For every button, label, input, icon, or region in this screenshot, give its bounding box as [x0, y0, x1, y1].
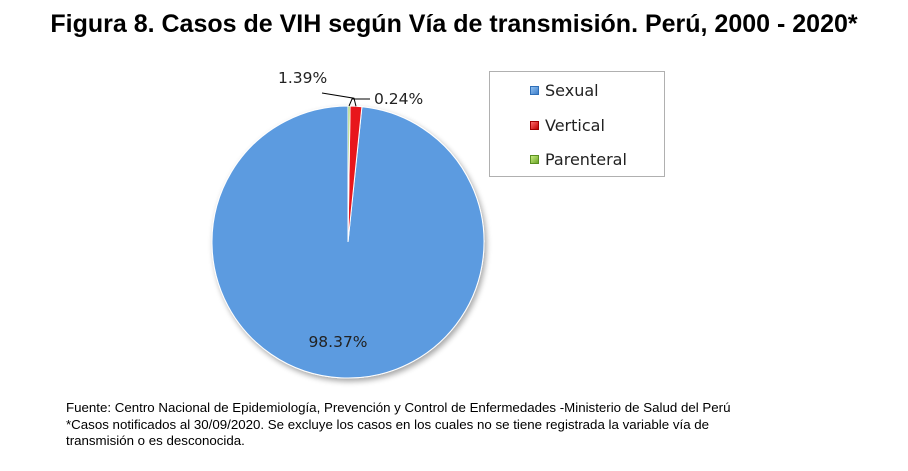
legend-swatch-parenteral	[530, 154, 539, 164]
legend-item-sexual: Sexual	[530, 80, 599, 100]
legend: Sexual Vertical Parenteral	[489, 71, 665, 177]
legend-swatch-sexual	[530, 85, 539, 95]
footnote-note: *Casos notificados al 30/09/2020. Se exc…	[66, 416, 710, 432]
legend-item-vertical: Vertical	[530, 115, 605, 135]
footnote: Fuente: Centro Nacional de Epidemiología…	[66, 400, 866, 450]
pie-chart: 98.37% 1.39% 0.24%	[211, 69, 485, 379]
legend-label: Sexual	[545, 80, 599, 100]
chart-title: Figura 8. Casos de VIH según Vía de tran…	[50, 10, 858, 38]
data-label-parenteral: 0.24%	[374, 90, 423, 108]
footnote-source: Fuente: Centro Nacional de Epidemiología…	[66, 400, 731, 415]
legend-label: Vertical	[545, 115, 605, 135]
data-label-sexual: 98.37%	[308, 333, 367, 351]
legend-item-parenteral: Parenteral	[530, 149, 627, 169]
data-label-vertical: 1.39%	[278, 69, 327, 87]
leader-line-parenteral	[348, 98, 370, 107]
legend-label: Parenteral	[545, 149, 627, 169]
footnote-note-cont: transmisión o es desconocida.	[66, 433, 245, 448]
leader-line-vertical	[321, 92, 357, 107]
legend-swatch-vertical	[530, 120, 539, 130]
